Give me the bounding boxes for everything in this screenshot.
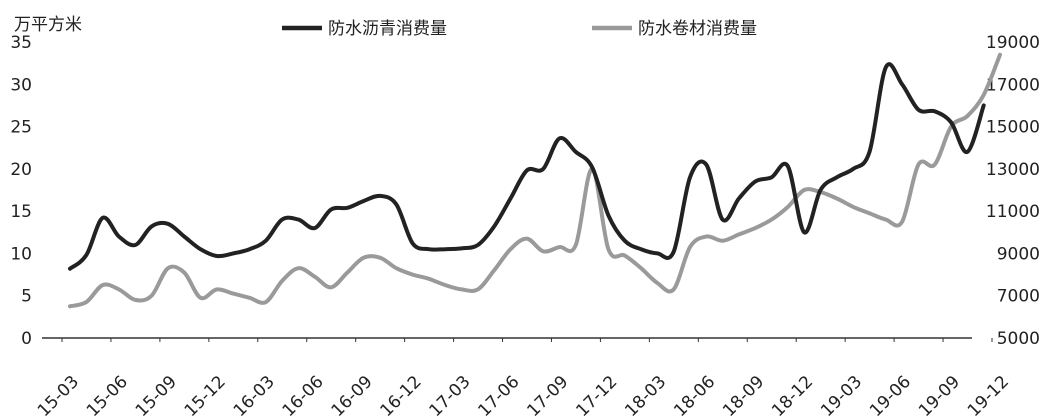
x-tick-label: 16-03 <box>230 372 279 416</box>
left-y-tick-label: 10 <box>10 244 32 264</box>
right-y-tick-label: 9000 <box>997 244 1040 264</box>
right-y-tick-label: 15000 <box>986 118 1040 138</box>
right-y-tick-label: 11000 <box>986 202 1040 222</box>
right-y-tick-label: 13000 <box>986 160 1040 180</box>
x-tick-label: 17-03 <box>426 372 475 416</box>
x-tick-label: 18-03 <box>621 372 670 416</box>
x-tick-label: 19-06 <box>866 372 915 416</box>
x-tick-label: 17-09 <box>523 372 572 416</box>
legend-label-asphalt: 防水沥青消费量 <box>328 19 447 39</box>
left-y-tick-label: 35 <box>10 33 32 53</box>
left-y-tick-label: 25 <box>10 118 32 138</box>
x-tick-label: 15-06 <box>83 372 132 416</box>
left-y-tick-label: 20 <box>10 160 32 180</box>
x-tick-label: 19-12 <box>964 372 1013 416</box>
legend-label-membrane: 防水卷材消费量 <box>638 19 757 39</box>
x-tick-label: 17-12 <box>572 372 621 416</box>
x-tick-label: 16-09 <box>328 372 377 416</box>
x-tick-label: 19-09 <box>915 372 964 416</box>
left-y-tick-label: 5 <box>21 287 32 307</box>
left-y-tick-label: 0 <box>21 329 32 349</box>
right-y-tick-label: 7000 <box>997 287 1040 307</box>
right-y-tick-label: 5000 <box>997 329 1040 349</box>
legend: 防水沥青消费量 防水卷材消费量 <box>282 19 757 39</box>
x-tick-label: 15-12 <box>181 372 230 416</box>
x-tick-label: 19-03 <box>817 372 866 416</box>
left-y-tick-label: 30 <box>10 75 32 95</box>
series-line-asphalt <box>68 62 986 271</box>
series-line-membrane <box>68 52 1002 309</box>
right-y-tick-label: 17000 <box>986 75 1040 95</box>
x-tick-label: 17-06 <box>474 372 523 416</box>
x-tick-label: 15-09 <box>132 372 181 416</box>
x-tick-label: 18-09 <box>719 372 768 416</box>
left-y-tick-label: 15 <box>10 202 32 222</box>
x-tick-label: 18-06 <box>670 372 719 416</box>
left-axis-unit-label: 万平方米 <box>14 15 82 35</box>
x-tick-label: 16-12 <box>377 372 426 416</box>
x-tick-label: 16-06 <box>279 372 328 416</box>
x-tick-label: 15-03 <box>34 372 83 416</box>
right-y-tick-label: 19000 <box>986 33 1040 53</box>
x-tick-label: 18-12 <box>768 372 817 416</box>
